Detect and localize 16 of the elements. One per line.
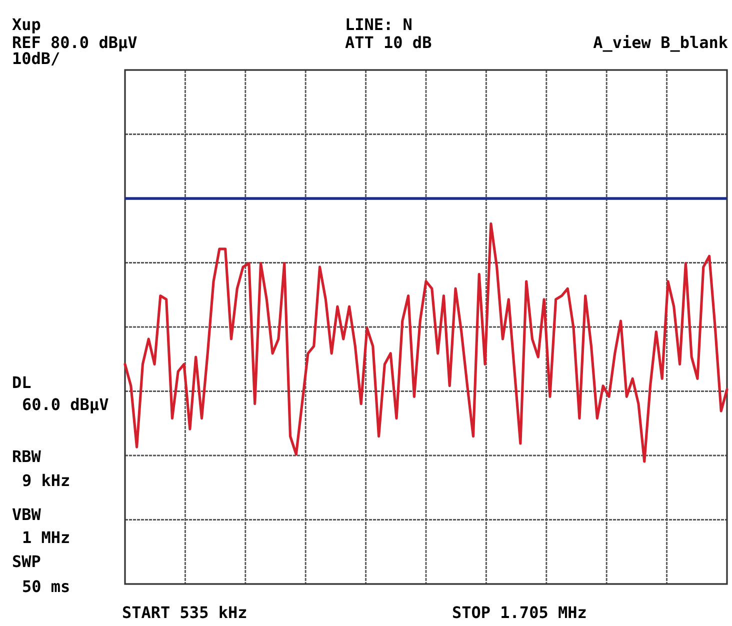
text: RBW bbox=[12, 447, 42, 466]
text: ATT 10 dB bbox=[345, 33, 432, 52]
text: REF 80.0 dBµV bbox=[12, 33, 138, 52]
text: 60.0 dBµV bbox=[22, 395, 110, 414]
text: Xup bbox=[12, 15, 41, 34]
text: 10dB/ bbox=[12, 49, 60, 68]
text: 9 kHz bbox=[22, 471, 70, 490]
text: LINE: N bbox=[345, 15, 412, 34]
text: 50 ms bbox=[22, 577, 70, 596]
text: START 535 kHz bbox=[122, 603, 248, 622]
text: A_view B_blank bbox=[593, 33, 728, 52]
text: STOP 1.705 MHz bbox=[452, 603, 587, 622]
text: VBW bbox=[12, 505, 42, 524]
text: 1 MHz bbox=[22, 528, 70, 547]
text: SWP bbox=[12, 552, 41, 571]
text: DL bbox=[12, 373, 32, 392]
